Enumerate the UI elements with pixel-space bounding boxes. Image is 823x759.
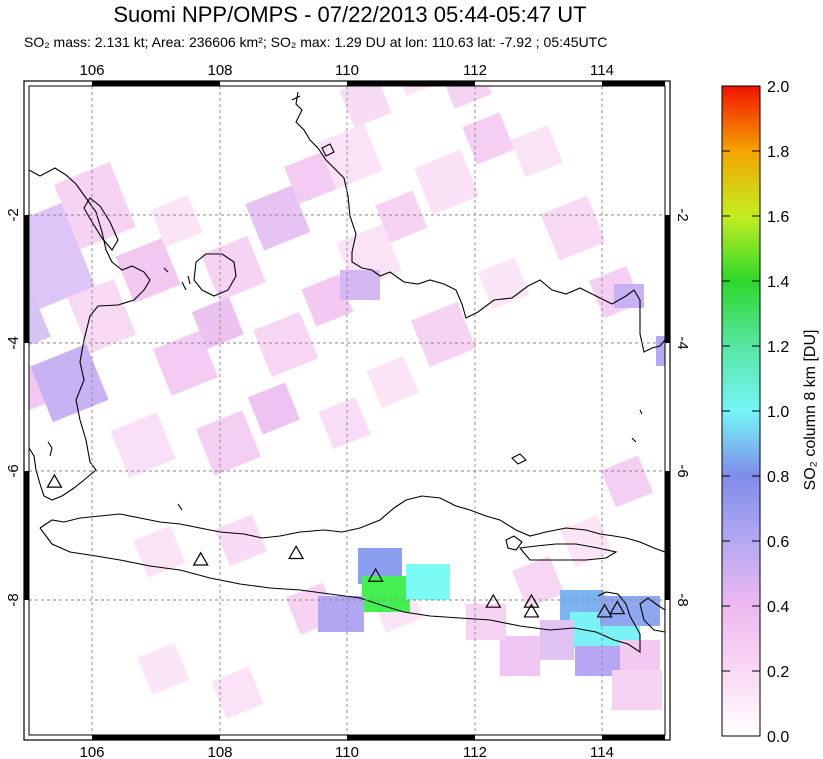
so2-pixel-field bbox=[29, 86, 665, 719]
lon-tick-label: 108 bbox=[207, 62, 232, 79]
volcano-triangle-icon bbox=[523, 603, 540, 618]
lon-ticks-top: 106 108 110 112 114 bbox=[79, 62, 613, 79]
lat-tick-label: -2 bbox=[674, 208, 691, 221]
lon-tick-label: 106 bbox=[79, 744, 104, 759]
coastlines bbox=[29, 91, 665, 654]
map-border-segments bbox=[24, 81, 670, 740]
map-title: Suomi NPP/OMPS - 07/22/2013 05:44-05:47 … bbox=[113, 2, 587, 27]
lat-ticks-left: -2 -4 -6 -8 bbox=[5, 208, 22, 606]
colorbar-tick-label: 1.2 bbox=[767, 339, 789, 356]
colorbar-tick-label: 0.6 bbox=[767, 534, 789, 551]
lat-tick-label: -6 bbox=[674, 464, 691, 477]
colorbar-tick-label: 1.6 bbox=[767, 209, 789, 226]
volcano-triangle-icon bbox=[485, 593, 502, 608]
lat-tick-label: -8 bbox=[674, 593, 691, 606]
lat-tick-label: -4 bbox=[5, 336, 22, 349]
lon-tick-label: 110 bbox=[335, 744, 359, 759]
colorbar-tick-label: 1.0 bbox=[767, 404, 789, 421]
colorbar-tick-label: 0.4 bbox=[767, 599, 789, 616]
colorbar-label: SO₂ column 8 km [DU] bbox=[802, 330, 819, 491]
volcano-triangle-icon bbox=[46, 473, 63, 488]
volcano-triangle-icon bbox=[596, 603, 613, 618]
colorbar-tick-label: 1.8 bbox=[767, 144, 789, 161]
colorbar-tick-label: 0.2 bbox=[767, 664, 789, 681]
volcano-triangle-icon bbox=[288, 545, 305, 560]
volcano-markers bbox=[46, 473, 626, 618]
lon-tick-label: 112 bbox=[463, 62, 487, 79]
lon-tick-label: 112 bbox=[463, 744, 487, 759]
colorbar-ticks: 0.0 0.2 0.4 0.6 0.8 1.0 1.2 1.4 1.6 1.8 2.0 bbox=[722, 79, 789, 746]
lat-tick-label: -4 bbox=[674, 336, 691, 349]
lon-ticks-bottom: 106 108 110 112 114 bbox=[79, 744, 613, 759]
lon-tick-label: 108 bbox=[207, 744, 232, 759]
lat-ticks-right: -2 -4 -6 -8 bbox=[674, 208, 691, 606]
colorbar-tick-label: 0.0 bbox=[767, 729, 789, 746]
lat-tick-label: -8 bbox=[5, 593, 22, 606]
volcano-triangle-icon bbox=[523, 593, 540, 608]
volcano-triangle-icon bbox=[192, 551, 209, 566]
colorbar-tick-label: 0.8 bbox=[767, 469, 789, 486]
colorbar-tick-label: 2.0 bbox=[767, 79, 789, 96]
volcano-triangle-icon bbox=[609, 600, 626, 615]
lon-tick-label: 114 bbox=[590, 744, 614, 759]
lon-tick-label: 114 bbox=[590, 62, 614, 79]
map-subtitle: SO₂ mass: 2.131 kt; Area: 236606 km²; SO… bbox=[24, 34, 608, 50]
lon-tick-label: 106 bbox=[79, 62, 104, 79]
lat-tick-label: -2 bbox=[5, 208, 22, 221]
lat-tick-label: -6 bbox=[5, 464, 22, 477]
colorbar-tick-label: 1.4 bbox=[767, 274, 789, 291]
graticule bbox=[29, 86, 665, 735]
lon-tick-label: 110 bbox=[335, 62, 359, 79]
volcano-triangle-icon bbox=[367, 567, 384, 582]
